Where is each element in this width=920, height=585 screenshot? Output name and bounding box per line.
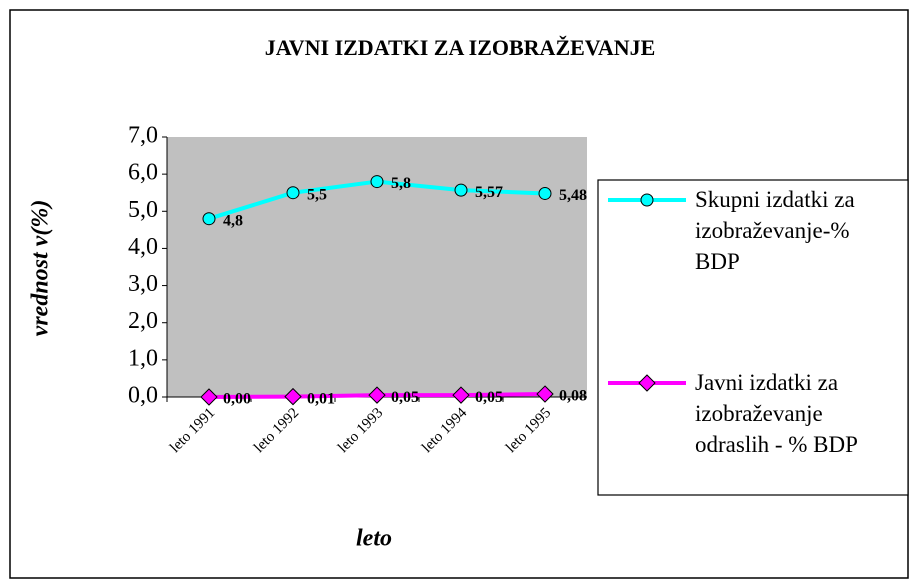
y-axis-label: vrednost v(%) <box>28 200 54 337</box>
legend-label: Javni izdatki za izobraževanje odraslih … <box>695 370 858 457</box>
y-tick-label: 5,0 <box>128 197 158 223</box>
marker <box>370 175 384 189</box>
data-label: 4,8 <box>223 212 243 229</box>
data-label: 0,01 <box>307 390 335 407</box>
legend-marker <box>640 193 654 207</box>
legend-marker <box>638 374 656 392</box>
legend-box <box>597 179 909 496</box>
y-tick-label: 0,0 <box>128 383 158 409</box>
y-tick-label: 1,0 <box>128 345 158 371</box>
marker <box>454 183 468 197</box>
x-axis-label: leto <box>356 526 392 552</box>
marker <box>368 386 386 404</box>
marker <box>202 212 216 226</box>
legend-label: Skupni izdatki za izobraževanje-% BDP <box>695 187 855 274</box>
y-tick-label: 7,0 <box>128 123 158 149</box>
marker <box>452 386 470 404</box>
data-label: 0,00 <box>223 391 251 408</box>
data-label: 0,05 <box>391 389 419 406</box>
data-label: 5,8 <box>391 175 411 192</box>
marker <box>284 387 302 406</box>
marker <box>200 388 218 406</box>
y-tick-label: 2,0 <box>128 308 158 334</box>
data-label: 5,48 <box>559 187 587 204</box>
marker <box>538 186 552 200</box>
marker <box>286 186 300 200</box>
marker <box>536 385 554 403</box>
data-label: 0,05 <box>475 389 503 406</box>
data-label: 5,5 <box>307 186 327 203</box>
data-label: 0,08 <box>559 388 587 405</box>
data-label: 5,57 <box>475 184 503 201</box>
y-tick-label: 3,0 <box>128 271 158 297</box>
chart-title: JAVNI IZDATKI ZA IZOBRAŽEVANJE <box>265 35 656 60</box>
y-tick-label: 6,0 <box>128 160 158 186</box>
y-tick-label: 4,0 <box>128 234 158 260</box>
